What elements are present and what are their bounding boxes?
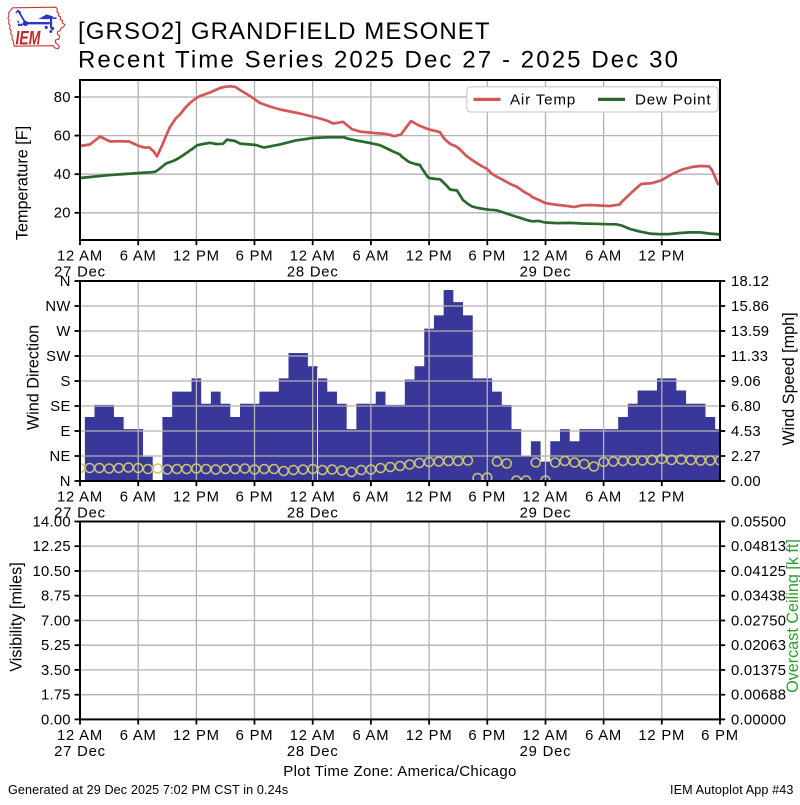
svg-text:0.00: 0.00 — [41, 712, 71, 728]
svg-text:6 AM: 6 AM — [352, 490, 389, 506]
svg-text:NW: NW — [45, 299, 70, 315]
svg-text:0.02750: 0.02750 — [731, 613, 786, 629]
svg-text:60: 60 — [54, 129, 71, 145]
svg-text:6 PM: 6 PM — [236, 728, 274, 744]
svg-text:0.00688: 0.00688 — [731, 688, 786, 704]
svg-text:12 PM: 12 PM — [638, 728, 685, 744]
svg-text:Generated at 29 Dec 2025 7:02: Generated at 29 Dec 2025 7:02 PM CST in … — [8, 783, 288, 797]
svg-text:27 Dec: 27 Dec — [54, 506, 106, 522]
svg-text:9.06: 9.06 — [731, 374, 761, 390]
svg-text:SW: SW — [46, 349, 71, 365]
svg-text:6 AM: 6 AM — [585, 249, 622, 265]
svg-text:IEM Autoplot App #43: IEM Autoplot App #43 — [670, 783, 794, 797]
svg-text:27 Dec: 27 Dec — [54, 744, 106, 760]
svg-text:13.59: 13.59 — [731, 324, 769, 340]
svg-text:12 AM: 12 AM — [57, 728, 103, 744]
svg-text:6 AM: 6 AM — [352, 249, 389, 265]
svg-text:18.12: 18.12 — [731, 274, 769, 290]
svg-text:0.05500: 0.05500 — [731, 514, 786, 530]
svg-text:28 Dec: 28 Dec — [287, 265, 339, 281]
svg-text:E: E — [61, 424, 71, 440]
svg-text:29 Dec: 29 Dec — [520, 265, 572, 281]
svg-text:12 PM: 12 PM — [173, 728, 220, 744]
svg-text:12 PM: 12 PM — [406, 249, 453, 265]
svg-text:12 PM: 12 PM — [638, 490, 685, 506]
svg-text:7.00: 7.00 — [41, 613, 71, 629]
svg-text:Recent Time Series 2025 Dec 27: Recent Time Series 2025 Dec 27 - 2025 De… — [78, 46, 680, 73]
svg-text:11.33: 11.33 — [731, 349, 768, 365]
svg-text:29 Dec: 29 Dec — [520, 506, 572, 522]
svg-text:12 PM: 12 PM — [173, 249, 220, 265]
svg-text:6 AM: 6 AM — [120, 249, 157, 265]
svg-text:Dew Point: Dew Point — [635, 92, 711, 109]
svg-text:6 AM: 6 AM — [120, 728, 157, 744]
svg-text:12.25: 12.25 — [33, 539, 71, 555]
svg-text:12 AM: 12 AM — [523, 249, 569, 265]
svg-text:6 AM: 6 AM — [120, 490, 157, 506]
svg-text:27 Dec: 27 Dec — [54, 265, 106, 281]
svg-text:40: 40 — [54, 167, 71, 183]
svg-text:12 AM: 12 AM — [290, 728, 336, 744]
svg-text:6 PM: 6 PM — [701, 728, 739, 744]
svg-text:15.86: 15.86 — [731, 299, 769, 315]
svg-text:1.75: 1.75 — [41, 688, 71, 704]
svg-text:W: W — [56, 324, 70, 340]
svg-text:0.03438: 0.03438 — [731, 589, 786, 605]
svg-text:12 AM: 12 AM — [523, 728, 569, 744]
svg-text:12 PM: 12 PM — [406, 490, 453, 506]
svg-text:0.00: 0.00 — [731, 474, 761, 490]
svg-text:IEM: IEM — [16, 27, 42, 49]
svg-text:6 AM: 6 AM — [585, 490, 622, 506]
svg-text:28 Dec: 28 Dec — [287, 506, 339, 522]
svg-text:12 AM: 12 AM — [523, 490, 569, 506]
svg-text:29 Dec: 29 Dec — [520, 744, 572, 760]
svg-text:N: N — [60, 474, 71, 490]
svg-text:[GRSO2] GRANDFIELD MESONET: [GRSO2] GRANDFIELD MESONET — [78, 18, 491, 45]
svg-text:12 AM: 12 AM — [290, 490, 336, 506]
svg-text:Air Temp: Air Temp — [510, 92, 576, 109]
svg-text:14.00: 14.00 — [33, 514, 71, 530]
svg-text:0.00000: 0.00000 — [731, 712, 786, 728]
svg-text:12 AM: 12 AM — [57, 490, 103, 506]
svg-text:12 AM: 12 AM — [290, 249, 336, 265]
svg-text:6 PM: 6 PM — [468, 728, 506, 744]
svg-text:6 PM: 6 PM — [236, 490, 274, 506]
svg-text:0.04125: 0.04125 — [731, 564, 786, 580]
svg-text:5.25: 5.25 — [41, 638, 71, 654]
svg-text:12 PM: 12 PM — [638, 249, 685, 265]
svg-text:6 PM: 6 PM — [468, 490, 506, 506]
svg-text:6.80: 6.80 — [731, 399, 761, 415]
svg-text:2.27: 2.27 — [731, 449, 761, 465]
svg-text:8.75: 8.75 — [41, 589, 71, 605]
svg-text:6 AM: 6 AM — [352, 728, 389, 744]
svg-text:Wind Direction: Wind Direction — [25, 325, 43, 430]
svg-text:12 PM: 12 PM — [173, 490, 220, 506]
svg-text:Temperature [F]: Temperature [F] — [14, 126, 32, 240]
svg-text:Wind Speed [mph]: Wind Speed [mph] — [780, 312, 798, 445]
svg-text:NE: NE — [49, 449, 70, 465]
svg-text:Plot Time Zone: America/Chicag: Plot Time Zone: America/Chicago — [283, 763, 516, 780]
svg-text:0.01375: 0.01375 — [731, 663, 786, 679]
svg-text:12 AM: 12 AM — [57, 249, 103, 265]
svg-text:SE: SE — [50, 399, 71, 415]
svg-text:N: N — [60, 274, 71, 290]
svg-text:4.53: 4.53 — [731, 424, 761, 440]
svg-text:80: 80 — [54, 90, 71, 106]
svg-text:3.50: 3.50 — [41, 663, 71, 679]
svg-text:Visibility [miles]: Visibility [miles] — [8, 562, 26, 671]
svg-text:10.50: 10.50 — [33, 564, 71, 580]
svg-text:6 PM: 6 PM — [236, 249, 274, 265]
svg-text:28 Dec: 28 Dec — [287, 744, 339, 760]
svg-text:6 PM: 6 PM — [468, 249, 506, 265]
svg-text:0.04813: 0.04813 — [731, 539, 786, 555]
svg-text:6 AM: 6 AM — [585, 728, 622, 744]
svg-text:S: S — [61, 374, 71, 390]
svg-text:20: 20 — [54, 206, 71, 222]
svg-text:0.02063: 0.02063 — [731, 638, 786, 654]
svg-text:12 PM: 12 PM — [406, 728, 453, 744]
svg-text:Overcast Ceiling [k ft]: Overcast Ceiling [k ft] — [784, 539, 800, 693]
